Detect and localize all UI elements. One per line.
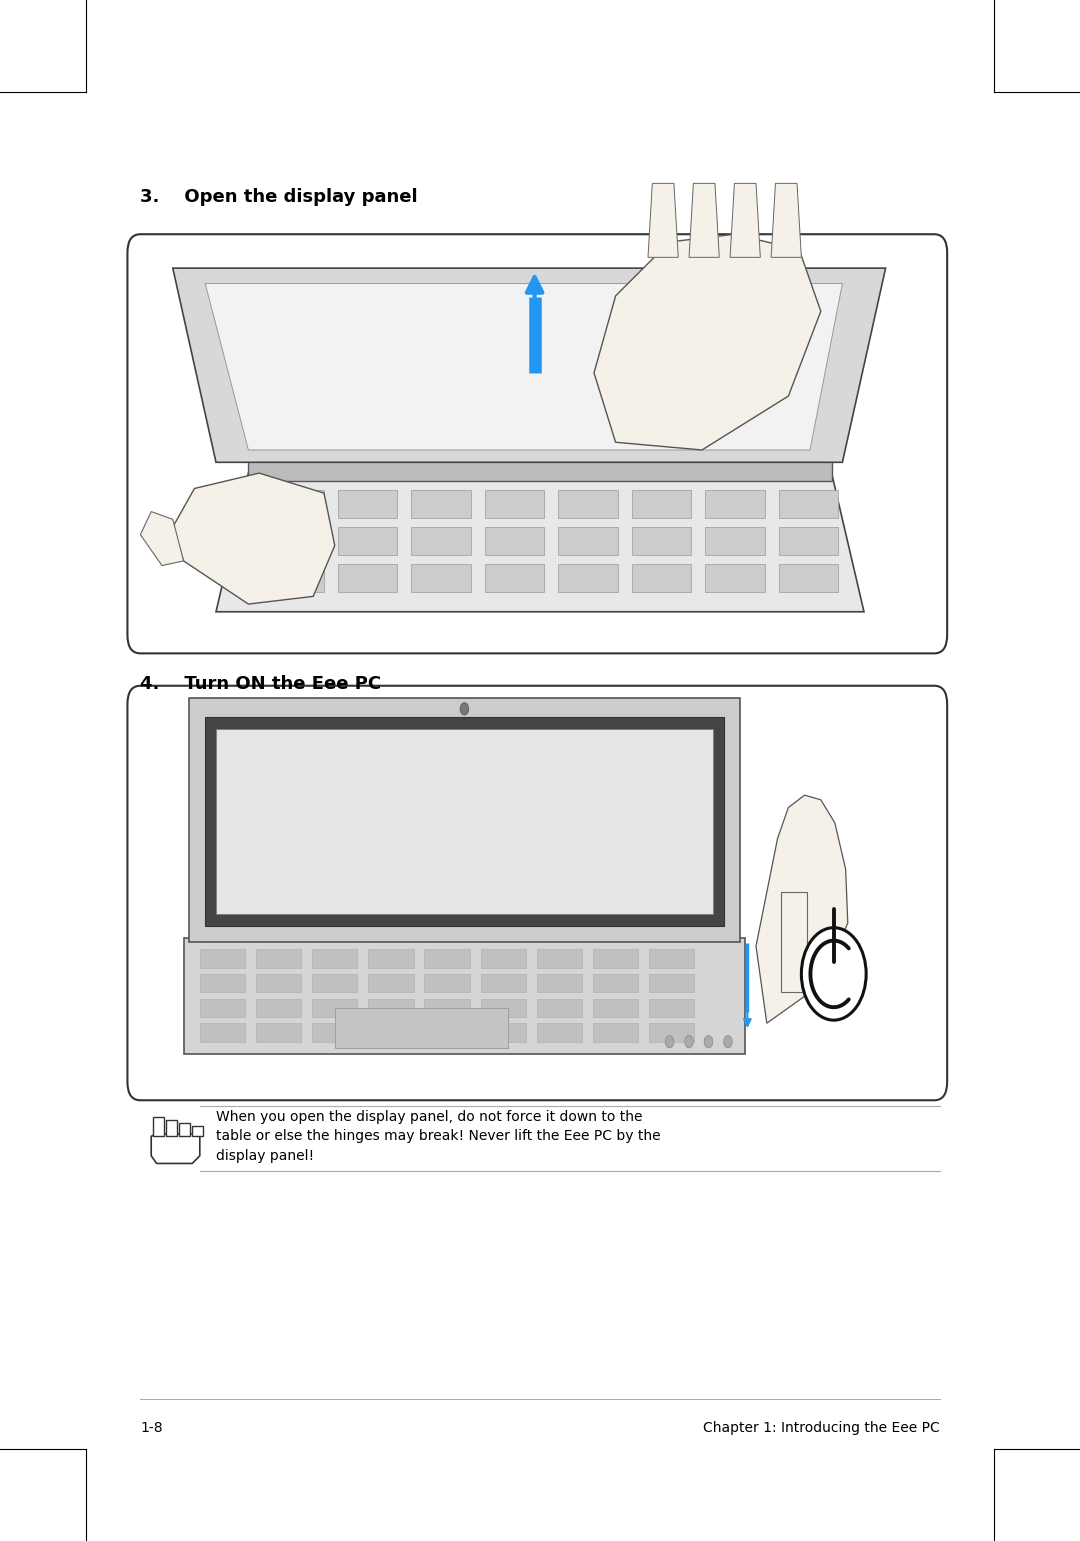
Polygon shape <box>632 564 691 592</box>
Polygon shape <box>632 490 691 518</box>
Polygon shape <box>265 490 324 518</box>
Polygon shape <box>368 974 414 992</box>
Polygon shape <box>756 795 848 1023</box>
Polygon shape <box>338 564 397 592</box>
Polygon shape <box>730 183 760 257</box>
Polygon shape <box>189 698 740 942</box>
Polygon shape <box>411 527 471 555</box>
Circle shape <box>460 703 469 715</box>
Polygon shape <box>593 1023 638 1042</box>
Polygon shape <box>485 490 544 518</box>
Polygon shape <box>485 564 544 592</box>
Polygon shape <box>200 949 245 968</box>
Polygon shape <box>312 1023 357 1042</box>
Polygon shape <box>216 473 864 612</box>
Polygon shape <box>173 268 886 462</box>
Polygon shape <box>485 527 544 555</box>
Polygon shape <box>594 234 821 450</box>
Polygon shape <box>335 1008 508 1048</box>
Polygon shape <box>593 949 638 968</box>
Circle shape <box>685 1036 693 1048</box>
Circle shape <box>665 1036 674 1048</box>
Polygon shape <box>205 717 724 926</box>
Polygon shape <box>648 183 678 257</box>
Circle shape <box>724 1036 732 1048</box>
Polygon shape <box>558 490 618 518</box>
Polygon shape <box>256 974 301 992</box>
Polygon shape <box>256 949 301 968</box>
Polygon shape <box>771 183 801 257</box>
Polygon shape <box>338 490 397 518</box>
Polygon shape <box>184 938 745 1054</box>
Polygon shape <box>424 949 470 968</box>
Polygon shape <box>312 999 357 1017</box>
Polygon shape <box>248 458 832 481</box>
Polygon shape <box>689 183 719 257</box>
Text: 1-8: 1-8 <box>140 1421 163 1435</box>
Polygon shape <box>205 284 842 450</box>
Polygon shape <box>140 512 184 566</box>
Polygon shape <box>192 1126 203 1136</box>
Polygon shape <box>649 1023 694 1042</box>
Polygon shape <box>781 892 807 992</box>
Polygon shape <box>481 949 526 968</box>
Polygon shape <box>481 974 526 992</box>
Polygon shape <box>779 564 838 592</box>
Polygon shape <box>558 527 618 555</box>
Polygon shape <box>411 564 471 592</box>
Text: Chapter 1: Introducing the Eee PC: Chapter 1: Introducing the Eee PC <box>703 1421 940 1435</box>
Polygon shape <box>424 999 470 1017</box>
Polygon shape <box>265 564 324 592</box>
Polygon shape <box>481 999 526 1017</box>
Polygon shape <box>593 999 638 1017</box>
Polygon shape <box>779 527 838 555</box>
Polygon shape <box>256 999 301 1017</box>
Polygon shape <box>705 564 765 592</box>
Circle shape <box>801 928 866 1020</box>
Polygon shape <box>153 1117 164 1136</box>
FancyBboxPatch shape <box>127 234 947 653</box>
Text: When you open the display panel, do not force it down to the
table or else the h: When you open the display panel, do not … <box>216 1110 661 1162</box>
Polygon shape <box>649 949 694 968</box>
Polygon shape <box>558 564 618 592</box>
Polygon shape <box>368 949 414 968</box>
Polygon shape <box>481 1023 526 1042</box>
Circle shape <box>704 1036 713 1048</box>
Polygon shape <box>705 490 765 518</box>
Polygon shape <box>265 527 324 555</box>
Polygon shape <box>537 974 582 992</box>
Polygon shape <box>424 974 470 992</box>
Polygon shape <box>166 1120 177 1136</box>
Polygon shape <box>649 974 694 992</box>
Polygon shape <box>537 949 582 968</box>
Polygon shape <box>368 1023 414 1042</box>
Polygon shape <box>312 949 357 968</box>
Polygon shape <box>256 1023 301 1042</box>
Polygon shape <box>632 527 691 555</box>
Polygon shape <box>411 490 471 518</box>
Polygon shape <box>779 490 838 518</box>
Polygon shape <box>593 974 638 992</box>
Polygon shape <box>705 527 765 555</box>
Polygon shape <box>151 1134 200 1163</box>
Polygon shape <box>312 974 357 992</box>
Polygon shape <box>649 999 694 1017</box>
FancyBboxPatch shape <box>127 686 947 1100</box>
Polygon shape <box>537 999 582 1017</box>
Polygon shape <box>179 1123 190 1136</box>
Polygon shape <box>424 1023 470 1042</box>
Text: 3.    Open the display panel: 3. Open the display panel <box>140 188 418 206</box>
Polygon shape <box>537 1023 582 1042</box>
Polygon shape <box>368 999 414 1017</box>
Polygon shape <box>173 473 335 604</box>
Polygon shape <box>200 1023 245 1042</box>
Text: 4.    Turn ON the Eee PC: 4. Turn ON the Eee PC <box>140 675 381 693</box>
Polygon shape <box>200 974 245 992</box>
Polygon shape <box>216 729 713 914</box>
Polygon shape <box>200 999 245 1017</box>
Polygon shape <box>338 527 397 555</box>
